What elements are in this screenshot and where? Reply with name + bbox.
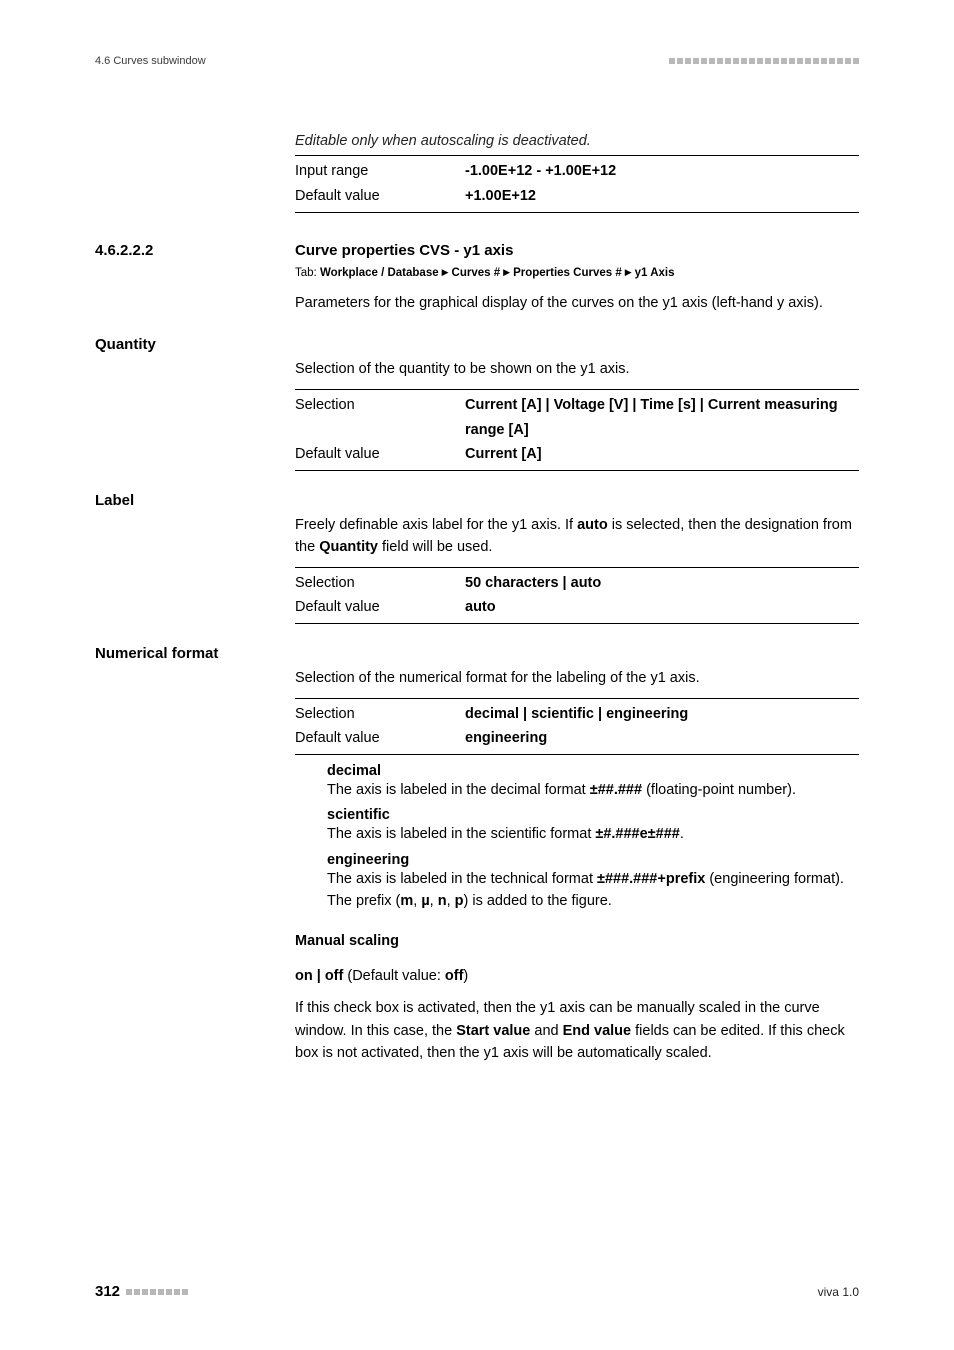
label-selection-row: Selection 50 characters | auto <box>295 571 859 596</box>
label-desc: Freely definable axis label for the y1 a… <box>295 514 859 559</box>
numformat-desc: Selection of the numerical format for th… <box>295 667 859 689</box>
opt-eng-b3: ) is added to the figure. <box>464 893 612 909</box>
rule <box>295 698 859 699</box>
opt-eng-b1: The axis is labeled in the technical for… <box>327 871 597 887</box>
quantity-selection-label: Selection <box>295 393 465 442</box>
opt-eng-m: m <box>400 893 413 909</box>
section-number: 4.6.2.2.2 <box>95 242 153 259</box>
label-default-row: Default value auto <box>295 595 859 620</box>
rule <box>295 567 859 568</box>
tab-p1: Curves # <box>452 267 501 279</box>
opt-scientific-b2: . <box>680 826 684 842</box>
rule <box>295 212 859 213</box>
ms-toggle-2: (Default value: <box>343 968 445 984</box>
numformat-selection-label: Selection <box>295 702 465 727</box>
ms-toggle-1: on | off <box>295 968 343 984</box>
ms-b2: and <box>530 1023 562 1039</box>
label-selection-label: Selection <box>295 571 465 596</box>
manual-scaling-heading: Manual scaling <box>295 933 859 949</box>
numformat-selection-value: decimal | scientific | engineering <box>465 702 688 727</box>
label-desc-3: field will be used. <box>378 539 492 555</box>
rule <box>295 623 859 624</box>
opt-eng-mu: µ <box>421 893 429 909</box>
triangle-icon: ▶ <box>503 266 510 280</box>
section-title: Curve properties CVS - y1 axis <box>295 242 859 259</box>
numformat-default-row: Default value engineering <box>295 726 859 751</box>
tab-p3: y1 Axis <box>635 267 675 279</box>
input-range-label: Input range <box>295 159 465 184</box>
ms-toggle-b: off <box>445 968 464 984</box>
opt-decimal-b2: (floating-point number). <box>642 782 796 798</box>
rule <box>295 155 859 156</box>
ms-bb1: Start value <box>456 1023 530 1039</box>
opt-eng-n: n <box>438 893 447 909</box>
label-default-value: auto <box>465 595 496 620</box>
manual-scaling-toggle: on | off (Default value: off) <box>295 965 859 987</box>
default-value-row: Default value +1.00E+12 <box>295 184 859 209</box>
header-decoration <box>669 58 859 64</box>
opt-scientific-title: scientific <box>327 807 859 823</box>
input-range-value: -1.00E+12 - +1.00E+12 <box>465 159 616 184</box>
quantity-heading: Quantity <box>95 336 156 353</box>
rule <box>295 389 859 390</box>
quantity-default-label: Default value <box>295 442 465 467</box>
page-number-block: 312 <box>95 1283 188 1300</box>
quantity-selection-row: Selection Current [A] | Voltage [V] | Ti… <box>295 393 859 442</box>
default-value-label: Default value <box>295 184 465 209</box>
opt-decimal-b1: The axis is labeled in the decimal forma… <box>327 782 590 798</box>
footer-version: viva 1.0 <box>818 1285 859 1299</box>
autoscale-note: Editable only when autoscaling is deacti… <box>295 130 859 152</box>
tab-prefix: Tab: <box>295 267 320 279</box>
quantity-selection-value: Current [A] | Voltage [V] | Time [s] | C… <box>465 393 859 442</box>
tab-p0: Workplace / Database <box>320 267 439 279</box>
input-range-row: Input range -1.00E+12 - +1.00E+12 <box>295 159 859 184</box>
tab-path: Tab: Workplace / Database▶Curves #▶Prope… <box>295 265 859 282</box>
opt-engineering-title: engineering <box>327 852 859 868</box>
label-heading: Label <box>95 492 134 509</box>
label-desc-b1: auto <box>577 517 608 533</box>
tab-p2: Properties Curves # <box>513 267 622 279</box>
label-selection-value: 50 characters | auto <box>465 571 601 596</box>
opt-scientific-body: The axis is labeled in the scientific fo… <box>327 823 859 845</box>
label-default-label: Default value <box>295 595 465 620</box>
quantity-default-value: Current [A] <box>465 442 542 467</box>
numformat-selection-row: Selection decimal | scientific | enginee… <box>295 702 859 727</box>
opt-decimal-title: decimal <box>327 763 859 779</box>
rule <box>295 754 859 755</box>
manual-scaling-body: If this check box is activated, then the… <box>295 997 859 1064</box>
label-desc-1: Freely definable axis label for the y1 a… <box>295 517 577 533</box>
triangle-icon: ▶ <box>625 266 632 280</box>
quantity-default-row: Default value Current [A] <box>295 442 859 467</box>
ms-toggle-3: ) <box>463 968 468 984</box>
page-number: 312 <box>95 1283 120 1300</box>
opt-scientific-fmt: ±#.###e±### <box>595 826 679 842</box>
ms-bb2: End value <box>563 1023 632 1039</box>
opt-eng-fmt: ±###.###+prefix <box>597 871 705 887</box>
numformat-default-label: Default value <box>295 726 465 751</box>
opt-eng-p: p <box>455 893 464 909</box>
opt-decimal-fmt: ±##.### <box>590 782 642 798</box>
quantity-desc: Selection of the quantity to be shown on… <box>295 358 859 380</box>
triangle-icon: ▶ <box>442 266 449 280</box>
header-section-ref: 4.6 Curves subwindow <box>95 55 206 67</box>
opt-engineering-body: The axis is labeled in the technical for… <box>327 868 859 913</box>
footer-decoration <box>126 1289 188 1295</box>
section-lead: Parameters for the graphical display of … <box>295 292 859 314</box>
numformat-default-value: engineering <box>465 726 547 751</box>
opt-decimal-body: The axis is labeled in the decimal forma… <box>327 779 859 801</box>
numformat-heading: Numerical format <box>95 645 218 662</box>
rule <box>295 470 859 471</box>
label-desc-b2: Quantity <box>319 539 378 555</box>
opt-scientific-b1: The axis is labeled in the scientific fo… <box>327 826 595 842</box>
default-value-value: +1.00E+12 <box>465 184 536 209</box>
